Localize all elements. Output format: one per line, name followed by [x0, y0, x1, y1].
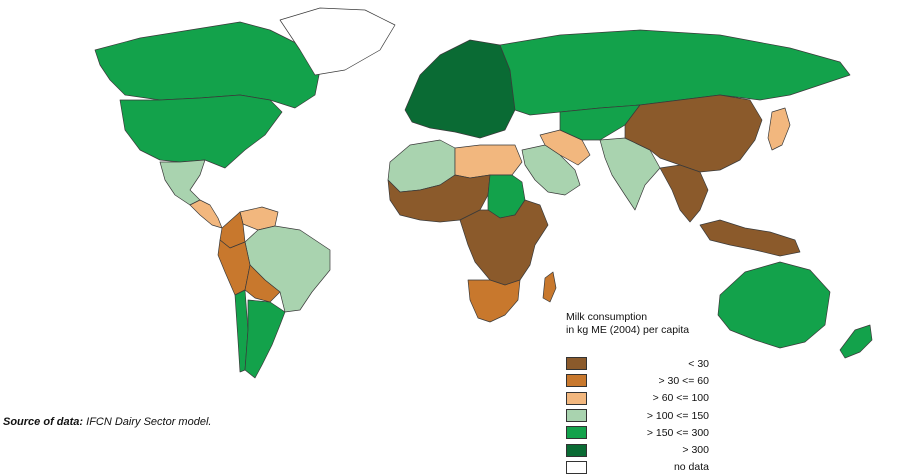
brazil-region: [244, 225, 331, 313]
legend-swatch: [566, 374, 587, 388]
libya-egypt-region: [454, 144, 523, 179]
source-prefix: Source of data:: [3, 416, 84, 428]
legend-swatch: [566, 391, 587, 405]
legend-label: < 30: [688, 357, 709, 370]
legend-swatch: [566, 357, 587, 371]
legend-label: no data: [673, 461, 709, 474]
central-asia-region: [559, 104, 641, 141]
legend-item: no data: [566, 459, 746, 476]
legend-label: > 300: [682, 444, 709, 457]
legend-title-line2: in kg ME (2004) per capita: [566, 324, 690, 336]
greenland-region: [279, 7, 396, 76]
legend-item: > 30 <= 60: [566, 372, 746, 389]
source-text: IFCN Dairy Sector model.: [86, 416, 212, 428]
map-legend: Milk consumption in kg ME (2004) per cap…: [566, 311, 746, 476]
china-region: [624, 94, 763, 173]
japan-region: [767, 107, 791, 151]
source-note: Source of data: IFCN Dairy Sector model.: [3, 416, 211, 428]
legend-item: > 150 <= 300: [566, 424, 746, 441]
russia-region: [499, 29, 851, 116]
legend-swatch: [566, 460, 587, 474]
central-america-region: [189, 199, 223, 229]
legend-swatch: [566, 443, 587, 457]
legend-title-line1: Milk consumption: [566, 311, 648, 323]
indonesia-region: [699, 219, 801, 257]
australia-region: [717, 261, 831, 349]
legend-item: < 30: [566, 355, 746, 372]
legend-label: > 30 <= 60: [658, 374, 709, 387]
legend-swatch: [566, 409, 587, 423]
madagascar-region: [542, 271, 557, 303]
legend-item: > 100 <= 150: [566, 407, 746, 424]
southern-africa-region: [467, 279, 521, 323]
legend-label: > 100 <= 150: [646, 409, 709, 422]
legend-title: Milk consumption in kg ME (2004) per cap…: [566, 311, 746, 337]
mexico-region: [159, 159, 206, 206]
argentina-region: [244, 299, 286, 379]
legend-item: > 60 <= 100: [566, 390, 746, 407]
canada-region: [94, 21, 321, 109]
legend-swatch: [566, 426, 587, 440]
legend-label: > 150 <= 300: [646, 426, 709, 439]
southeast-asia-region: [659, 164, 709, 223]
peru-region: [217, 239, 251, 296]
new-zealand-region: [839, 324, 873, 359]
usa-region: [119, 94, 283, 169]
legend-item: > 300: [566, 441, 746, 458]
legend-label: > 60 <= 100: [652, 392, 709, 405]
central-africa-region: [459, 199, 549, 286]
europe-region: [404, 39, 516, 139]
